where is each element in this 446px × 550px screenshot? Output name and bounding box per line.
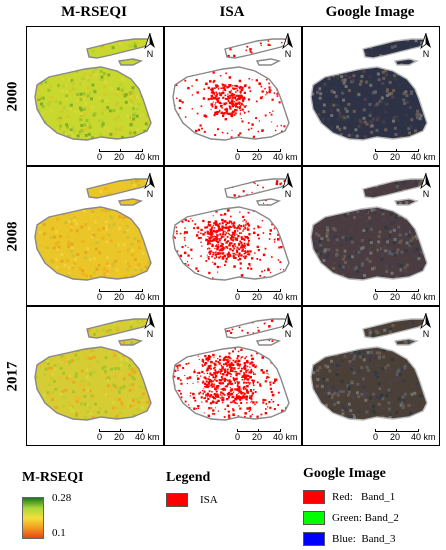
scale-bar: 0 20 40 km — [235, 280, 299, 304]
scale-label: 0 — [373, 152, 379, 162]
scale-label: 20 — [252, 152, 263, 162]
scale-bar: 0 20 40 km — [97, 140, 161, 164]
legend-mrseqi-max: 0.28 — [52, 492, 72, 504]
map-mrseqi-2017: N 0 20 40 km — [26, 306, 164, 446]
scale-label: 0 — [373, 292, 379, 302]
scale-label: 20 — [390, 152, 401, 162]
column-title-mrseqi: M-RSEQI — [61, 4, 127, 20]
scale-bar: 0 20 40 km — [97, 420, 161, 444]
north-arrow-icon: N — [143, 313, 157, 339]
scale-label: 20 — [114, 152, 125, 162]
map-isa-2008: N 0 20 40 km — [164, 166, 302, 306]
legend-google-blue-swatch — [303, 532, 325, 546]
scale-label: 40 km — [135, 292, 160, 302]
legend-isa-title: Legend — [166, 470, 211, 485]
scale-bar: 0 20 40 km — [373, 280, 437, 304]
legend-mrseqi-min: 0.1 — [52, 527, 66, 539]
column-title-google-image: Google Image — [325, 4, 415, 20]
map-google-2000: N 0 20 40 km — [302, 26, 440, 166]
north-label: N — [422, 49, 430, 59]
legend-google-red-label: Red: Band_1 — [332, 491, 396, 503]
north-label: N — [422, 329, 430, 339]
north-label: N — [422, 189, 430, 199]
scale-label: 20 — [114, 432, 125, 442]
scale-label: 0 — [235, 152, 241, 162]
row-label-2000: 2000 — [4, 81, 21, 111]
scale-label: 0 — [97, 292, 103, 302]
scale-label: 0 — [235, 292, 241, 302]
scale-bar: 0 20 40 km — [373, 140, 437, 164]
row-label-2008: 2008 — [4, 221, 21, 251]
north-label: N — [284, 49, 292, 59]
scale-label: 0 — [97, 152, 103, 162]
scale-label: 40 km — [411, 292, 436, 302]
legend-google-title: Google Image — [303, 466, 386, 481]
map-grid: N 0 20 40 km N 0 20 40 km N 0 20 40 km N 0 20 40 km N 0 20… — [26, 26, 440, 446]
scale-label: 20 — [252, 432, 263, 442]
scale-label: 20 — [114, 292, 125, 302]
legend-google-blue-label: Blue: Band_3 — [332, 533, 396, 545]
map-mrseqi-2008: N 0 20 40 km — [26, 166, 164, 306]
north-arrow-icon: N — [281, 33, 295, 59]
north-arrow-icon: N — [419, 313, 433, 339]
legend-isa-swatch — [166, 493, 188, 507]
scale-bar: 0 20 40 km — [235, 140, 299, 164]
column-title-isa: ISA — [219, 4, 245, 20]
scale-label: 20 — [390, 432, 401, 442]
north-label: N — [146, 49, 154, 59]
scale-label: 20 — [252, 292, 263, 302]
scale-label: 0 — [235, 432, 241, 442]
legend-mrseqi-title: M-RSEQI — [22, 470, 84, 485]
scale-label: 40 km — [273, 432, 298, 442]
north-label: N — [146, 189, 154, 199]
scale-label: 40 km — [411, 152, 436, 162]
scale-label: 40 km — [273, 292, 298, 302]
scale-bar: 0 20 40 km — [373, 420, 437, 444]
north-label: N — [146, 329, 154, 339]
north-label: N — [284, 329, 292, 339]
north-arrow-icon: N — [281, 173, 295, 199]
north-arrow-icon: N — [419, 33, 433, 59]
scale-label: 40 km — [273, 152, 298, 162]
scale-label: 20 — [390, 292, 401, 302]
north-arrow-icon: N — [419, 173, 433, 199]
row-label-2017: 2017 — [4, 361, 21, 391]
north-arrow-icon: N — [143, 33, 157, 59]
scale-label: 40 km — [135, 432, 160, 442]
map-google-2008: N 0 20 40 km — [302, 166, 440, 306]
north-arrow-icon: N — [143, 173, 157, 199]
map-isa-2017: N 0 20 40 km — [164, 306, 302, 446]
scale-label: 40 km — [411, 432, 436, 442]
legend-google-green-label: Green: Band_2 — [332, 512, 399, 524]
legend-google-red-swatch — [303, 490, 325, 504]
legend-isa-label: ISA — [200, 494, 218, 506]
legend-mrseqi-colorbar — [22, 497, 44, 539]
legend-google-green-swatch — [303, 511, 325, 525]
map-isa-2000: N 0 20 40 km — [164, 26, 302, 166]
map-google-2017: N 0 20 40 km — [302, 306, 440, 446]
north-label: N — [284, 189, 292, 199]
scale-label: 0 — [373, 432, 379, 442]
scale-bar: 0 20 40 km — [97, 280, 161, 304]
scale-label: 40 km — [135, 152, 160, 162]
scale-bar: 0 20 40 km — [235, 420, 299, 444]
north-arrow-icon: N — [281, 313, 295, 339]
scale-label: 0 — [97, 432, 103, 442]
map-mrseqi-2000: N 0 20 40 km — [26, 26, 164, 166]
